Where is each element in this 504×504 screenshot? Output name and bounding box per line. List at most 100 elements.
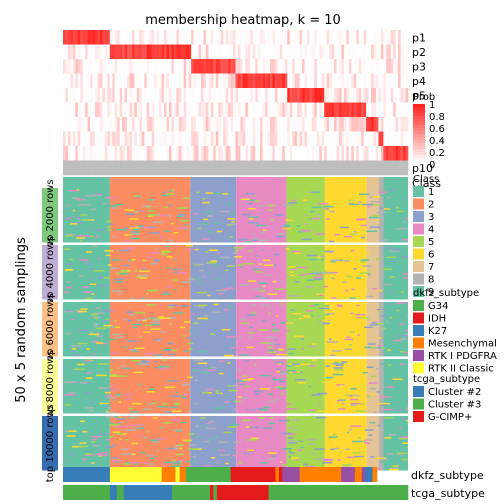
prob-cell: [292, 117, 295, 132]
prob-cell: [122, 131, 125, 147]
heatmap-noise: [141, 361, 149, 363]
heatmap-noise: [164, 411, 173, 413]
prob-cell: [366, 73, 369, 89]
heatmap-noise: [295, 281, 300, 283]
prob-cell: [257, 44, 261, 60]
heatmap-noise: [156, 354, 163, 356]
prob-cell: [208, 73, 212, 89]
class-legend-swatch: [413, 211, 424, 222]
heatmap-noise: [351, 288, 355, 290]
heatmap-noise: [371, 393, 376, 395]
prob-cell: [141, 73, 145, 89]
heatmap-noise: [348, 291, 358, 294]
heatmap-noise: [283, 320, 288, 322]
prob-cell: [257, 117, 261, 132]
heatmap-noise: [124, 234, 131, 236]
heatmap-noise: [166, 193, 175, 195]
heatmap-noise: [297, 449, 303, 451]
heatmap-noise: [227, 385, 231, 387]
prob-cell: [250, 160, 254, 176]
prob-cell: [403, 44, 406, 60]
heatmap-block: [383, 359, 408, 414]
heatmap-noise: [268, 370, 278, 373]
heatmap-noise: [118, 416, 122, 418]
prob-cell: [63, 73, 66, 89]
prob-cell: [161, 117, 165, 132]
prob-cell: [144, 102, 148, 118]
heatmap-block: [379, 188, 384, 243]
heatmap-noise: [197, 362, 208, 365]
prob-cell: [67, 102, 71, 118]
prob-cell: [178, 131, 182, 147]
prob-cell: [356, 30, 360, 45]
prob-cell: [289, 131, 293, 147]
heatmap-noise: [321, 381, 325, 384]
heatmap-noise: [269, 308, 275, 311]
prob-cell: [237, 44, 241, 60]
heatmap-noise: [244, 385, 250, 388]
heatmap-noise: [254, 200, 260, 202]
heatmap-noise: [163, 422, 172, 424]
prob-cell: [324, 131, 327, 147]
heatmap-noise: [177, 227, 188, 229]
prob-cell: [228, 88, 231, 103]
heatmap-noise: [253, 390, 265, 393]
prob-cell: [132, 59, 135, 74]
prob-cell: [85, 160, 88, 176]
heatmap-noise: [270, 313, 278, 316]
heatmap-noise: [376, 211, 387, 214]
heatmap-noise: [318, 321, 326, 324]
prob-cell: [164, 160, 167, 176]
heatmap-noise: [356, 218, 367, 220]
prob-cell: [201, 59, 204, 74]
heatmap-noise: [80, 424, 89, 426]
heatmap-noise: [259, 287, 263, 289]
prob-cell: [257, 131, 261, 147]
heatmap-noise: [161, 253, 166, 255]
prob-cell: [82, 30, 86, 45]
prob-cell: [277, 73, 281, 89]
prob-cell: [368, 160, 372, 176]
heatmap-noise: [188, 348, 193, 350]
heatmap-noise: [369, 324, 378, 326]
prob-cell: [341, 160, 345, 176]
prob-cell: [146, 146, 150, 161]
heatmap-noise: [227, 362, 231, 364]
prob-cell: [351, 117, 355, 132]
heatmap-noise: [193, 322, 199, 325]
prob-cell: [299, 59, 303, 74]
heatmap-noise: [368, 382, 379, 384]
prob-cell: [270, 117, 273, 132]
heatmap-noise: [217, 230, 223, 233]
prob-cell: [326, 30, 330, 45]
prob-cell: [250, 146, 254, 161]
heatmap-block: [236, 302, 287, 357]
prob-cell: [311, 88, 315, 103]
heatmap-noise: [121, 453, 133, 455]
heatmap-noise: [359, 193, 370, 195]
heatmap-noise: [231, 213, 236, 215]
prob-cell: [311, 131, 315, 147]
prob-cell: [334, 131, 337, 147]
heatmap-noise: [337, 346, 341, 348]
prob-cell: [87, 30, 91, 45]
prob-cell: [265, 131, 268, 147]
prob-cell: [107, 44, 111, 60]
prob-cell: [139, 117, 143, 132]
class-legend-label: 1: [428, 187, 434, 198]
heatmap-noise: [91, 293, 94, 295]
heatmap-noise: [263, 264, 274, 266]
heatmap-noise: [353, 231, 357, 233]
prob-cell: [366, 30, 369, 45]
prob-cell: [77, 117, 81, 132]
prob-cell: [104, 117, 108, 132]
prob-cell: [171, 88, 175, 103]
prob-cell: [144, 73, 148, 89]
heatmap-noise: [166, 447, 177, 450]
prob-cell: [353, 30, 357, 45]
prob-cell: [309, 59, 313, 74]
class-legend-title: Class: [413, 174, 439, 185]
prob-cell: [109, 44, 113, 60]
heatmap-noise: [300, 465, 303, 468]
prob-cell: [99, 146, 103, 161]
